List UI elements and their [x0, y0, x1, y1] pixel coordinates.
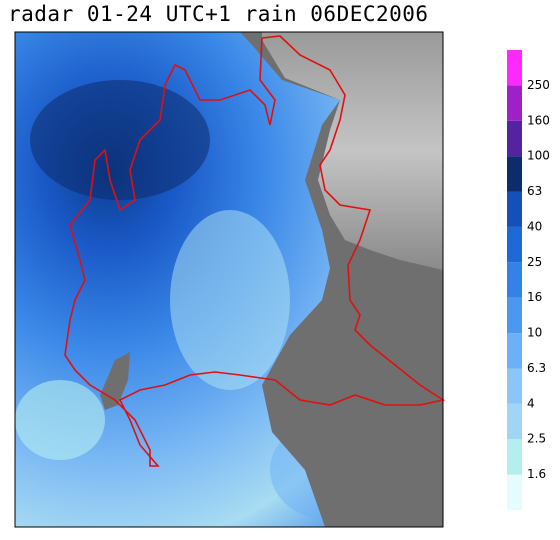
colorbar-segment	[507, 85, 522, 121]
colorbar-segment	[507, 439, 522, 475]
colorbar-segment	[507, 474, 522, 510]
colorbar-segment	[507, 191, 522, 227]
colorbar-segment	[507, 403, 522, 440]
colorbar-label: 4	[527, 396, 535, 410]
colorbar-segment	[507, 226, 522, 263]
colorbar-segment	[507, 333, 522, 369]
colorbar: 1.6 2.5 4 6.3 10 16 25 40 63 100 160 250	[507, 50, 550, 510]
colorbar-label: 40	[527, 219, 542, 233]
colorbar-label: 100	[527, 149, 550, 163]
colorbar-label: 63	[527, 184, 542, 198]
colorbar-segment	[507, 156, 522, 192]
colorbar-segment	[507, 368, 522, 404]
terrain-high	[262, 32, 443, 270]
colorbar-label: 10	[527, 326, 542, 340]
colorbar-segment	[507, 297, 522, 334]
colorbar-label: 160	[527, 113, 550, 127]
terrain-patch	[330, 305, 355, 340]
map-frame	[14, 31, 444, 528]
light-rain	[15, 380, 105, 460]
colorbar-segment	[507, 50, 522, 86]
colorbar-segment	[507, 262, 522, 298]
light-rain	[170, 210, 290, 390]
colorbar-label: 250	[527, 78, 550, 92]
colorbar-label: 16	[527, 290, 542, 304]
colorbar-label: 6.3	[527, 361, 546, 375]
map-title: radar 01-24 UTC+1 rain 06DEC2006	[8, 2, 429, 26]
heavy-rain	[30, 80, 210, 200]
map-area	[15, 32, 443, 527]
region-border	[64, 35, 446, 467]
colorbar-label: 25	[527, 255, 542, 269]
colorbar-segment	[507, 120, 522, 157]
colorbar-label: 2.5	[527, 432, 546, 446]
colorbar-label: 1.6	[527, 467, 546, 481]
